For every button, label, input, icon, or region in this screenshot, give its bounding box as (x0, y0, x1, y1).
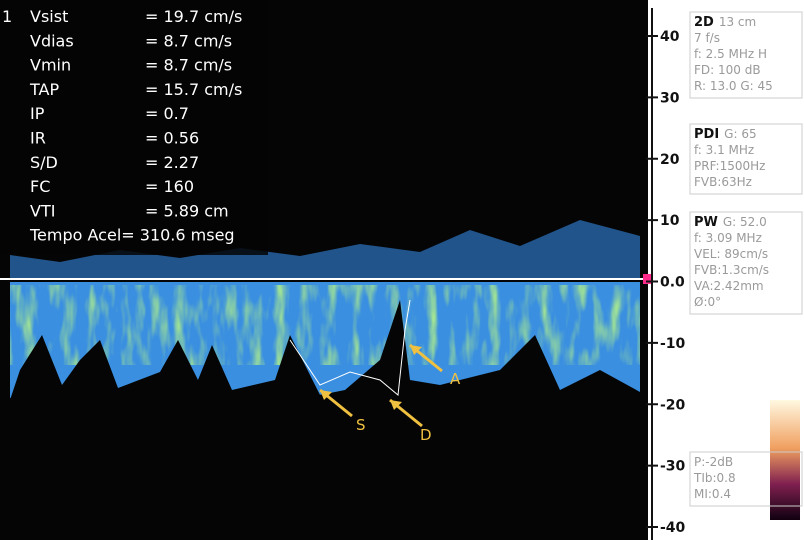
panel-line: VA:2.42mm (694, 279, 764, 293)
measurement-value: = 8.7 cm/s (145, 31, 232, 50)
measurement-value: = 5.89 cm (145, 201, 229, 220)
measurement-label: FC (30, 177, 50, 196)
panel-line: G: 65 (724, 127, 756, 141)
measurement-value: = 0.56 (145, 129, 199, 148)
measurement-label: VTI (30, 201, 55, 220)
scale-tick-label: 10 (660, 213, 680, 229)
measurement-value: = 8.7 cm/s (145, 56, 232, 75)
measurement-value: = 2.27 (145, 153, 199, 172)
scale-tick-label: -10 (660, 336, 686, 352)
panel-line: MI:0.4 (694, 487, 731, 501)
measurement-label: S/D (30, 153, 58, 172)
accel-time: Tempo Acel= 310.6 mseg (29, 226, 235, 245)
panel-header: 2D (694, 15, 714, 30)
scale-tick-label: 20 (660, 152, 680, 168)
panel-line: FVB:63Hz (694, 175, 752, 189)
scale-tick-label: 30 (660, 90, 680, 106)
panel-line: f: 2.5 MHz H (694, 47, 767, 61)
scale-tick-label: -40 (660, 520, 686, 536)
measurement-label: TAP (29, 80, 59, 99)
measurement-label: Vsist (30, 7, 68, 26)
measurement-value: = 0.7 (145, 104, 189, 123)
panel-line: Ø:0° (694, 295, 721, 309)
measurement-label: Vdias (30, 31, 74, 50)
doppler-screen: 1 Vsist = 19.7 cm/s Vdias = 8.7 cm/s Vmin = 8.… (0, 0, 804, 540)
panel-line: PRF:1500Hz (694, 159, 765, 173)
measurement-label: IP (30, 104, 45, 123)
panel-line: 7 f/s (694, 31, 720, 45)
panel-line: G: 52.0 (723, 215, 767, 229)
panel-line: 13 cm (719, 15, 756, 29)
measurement-label: Vmin (30, 56, 71, 75)
index-label: 1 (2, 7, 12, 26)
panel-line: f: 3.1 MHz (694, 143, 754, 157)
scale-tick-label: -20 (660, 397, 686, 413)
panel-header: PDI (694, 127, 719, 142)
measurement-value: = 15.7 cm/s (145, 80, 242, 99)
panel-line: FVB:1.3cm/s (694, 263, 769, 277)
panel-line: FD: 100 dB (694, 63, 761, 77)
scale-tick-label: 0.0 (660, 275, 685, 291)
measurement-label: IR (30, 129, 46, 148)
panel-line: TIb:0.8 (693, 471, 736, 485)
measurement-value: = 160 (145, 177, 194, 196)
panel-header: PW (694, 215, 718, 230)
panel-line: R: 13.0 G: 45 (694, 79, 773, 93)
scale-tick-label: -30 (660, 459, 686, 475)
color-bar (770, 400, 800, 520)
marker-label: S (356, 416, 366, 434)
measurement-value: = 19.7 cm/s (145, 7, 242, 26)
marker-label: A (450, 370, 461, 388)
panel-line: VEL: 89cm/s (694, 247, 768, 261)
scale-tick-label: 40 (660, 29, 680, 45)
marker-label: D (420, 426, 432, 444)
panel-line: P:-2dB (694, 455, 733, 469)
panel-line: f: 3.09 MHz (694, 231, 762, 245)
